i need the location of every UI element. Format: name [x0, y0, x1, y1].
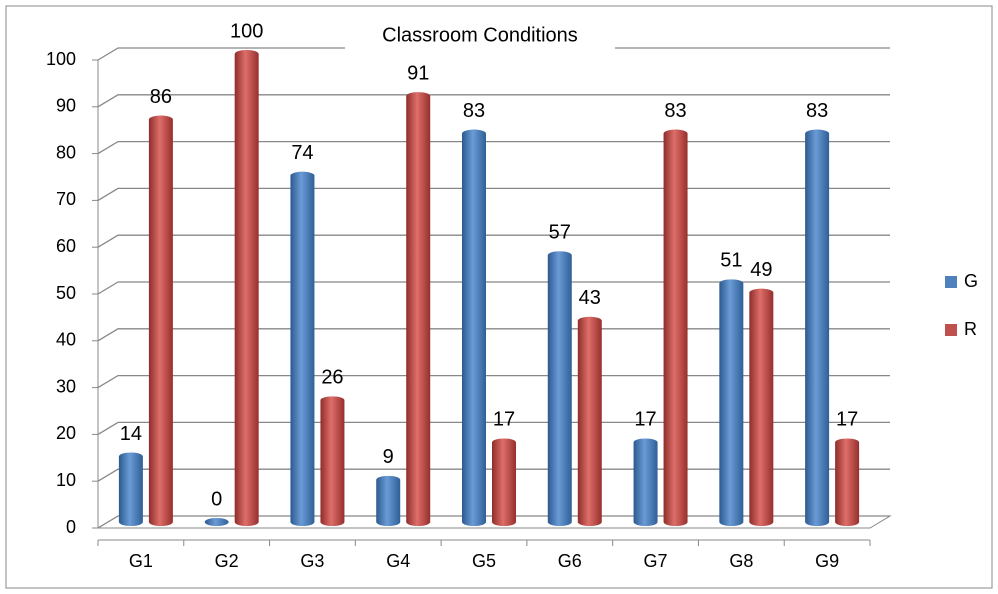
data-label: 51 — [720, 250, 742, 272]
data-label: 83 — [664, 100, 686, 122]
x-tick-label: G1 — [129, 551, 153, 571]
grid-line — [97, 281, 890, 295]
legend-swatch — [945, 276, 957, 288]
data-label: 17 — [836, 409, 858, 431]
bar — [204, 518, 229, 526]
x-tick-label: G3 — [300, 551, 324, 571]
data-label: 17 — [634, 409, 656, 431]
bar — [406, 92, 431, 527]
y-tick-label: 30 — [56, 376, 76, 396]
grid-line — [97, 421, 890, 435]
bar — [376, 475, 401, 526]
legend-label: R — [964, 319, 977, 339]
x-tick-label: G5 — [472, 551, 496, 571]
y-tick-label: 70 — [56, 189, 76, 209]
bar — [290, 171, 315, 526]
data-label: 91 — [407, 62, 429, 84]
bar — [118, 452, 143, 526]
x-tick-label: G2 — [215, 551, 239, 571]
x-tick-label: G4 — [386, 551, 410, 571]
data-label: 43 — [579, 287, 601, 309]
y-tick-label: 50 — [56, 283, 76, 303]
data-label: 74 — [291, 142, 313, 164]
bar — [805, 129, 830, 526]
bar — [148, 115, 173, 527]
grid-line — [97, 374, 890, 389]
bar — [462, 129, 486, 526]
bar — [577, 316, 602, 526]
grid-line — [97, 94, 890, 108]
bar — [663, 129, 688, 526]
legend-label: G — [964, 271, 978, 291]
grid-line — [97, 328, 890, 342]
y-tick-label: 20 — [56, 423, 76, 443]
data-label: 17 — [493, 409, 515, 431]
data-label: 86 — [150, 86, 172, 108]
grid-line — [97, 47, 890, 61]
grid-line — [97, 515, 890, 529]
y-tick-label: 10 — [56, 470, 76, 490]
data-label: 14 — [120, 423, 142, 445]
x-tick-label: G6 — [558, 551, 582, 571]
bar — [492, 438, 516, 526]
y-tick-label: 40 — [56, 330, 76, 350]
bar — [719, 279, 744, 526]
data-label: 57 — [549, 222, 571, 244]
y-tick-label: 60 — [56, 236, 76, 256]
data-label: 26 — [321, 367, 343, 389]
plot — [118, 50, 860, 527]
y-tick-label: 0 — [66, 517, 76, 537]
chart-title: Classroom Conditions — [382, 24, 578, 46]
bar — [835, 438, 860, 526]
bar — [633, 438, 658, 526]
bar — [547, 251, 572, 527]
grid-line — [97, 140, 890, 155]
y-tick-label: 80 — [56, 142, 76, 162]
data-label: 49 — [750, 259, 772, 281]
data-label: 9 — [383, 446, 394, 468]
bar — [320, 396, 345, 526]
grid-line — [97, 234, 890, 248]
x-tick-label: G8 — [729, 551, 753, 571]
y-tick-label: 90 — [56, 96, 76, 116]
bar — [234, 50, 259, 526]
title-backdrop — [345, 20, 615, 50]
y-tick-label: 100 — [46, 49, 76, 69]
legend-swatch — [945, 324, 957, 336]
data-label: 100 — [230, 20, 263, 42]
data-label: 83 — [806, 100, 828, 122]
x-tick-label: G7 — [644, 551, 668, 571]
data-label: 83 — [463, 100, 485, 122]
data-label: 0 — [211, 488, 222, 510]
bar — [749, 288, 774, 526]
grid-line — [97, 187, 890, 201]
x-tick-label: G9 — [815, 551, 839, 571]
grid-line — [97, 468, 890, 482]
